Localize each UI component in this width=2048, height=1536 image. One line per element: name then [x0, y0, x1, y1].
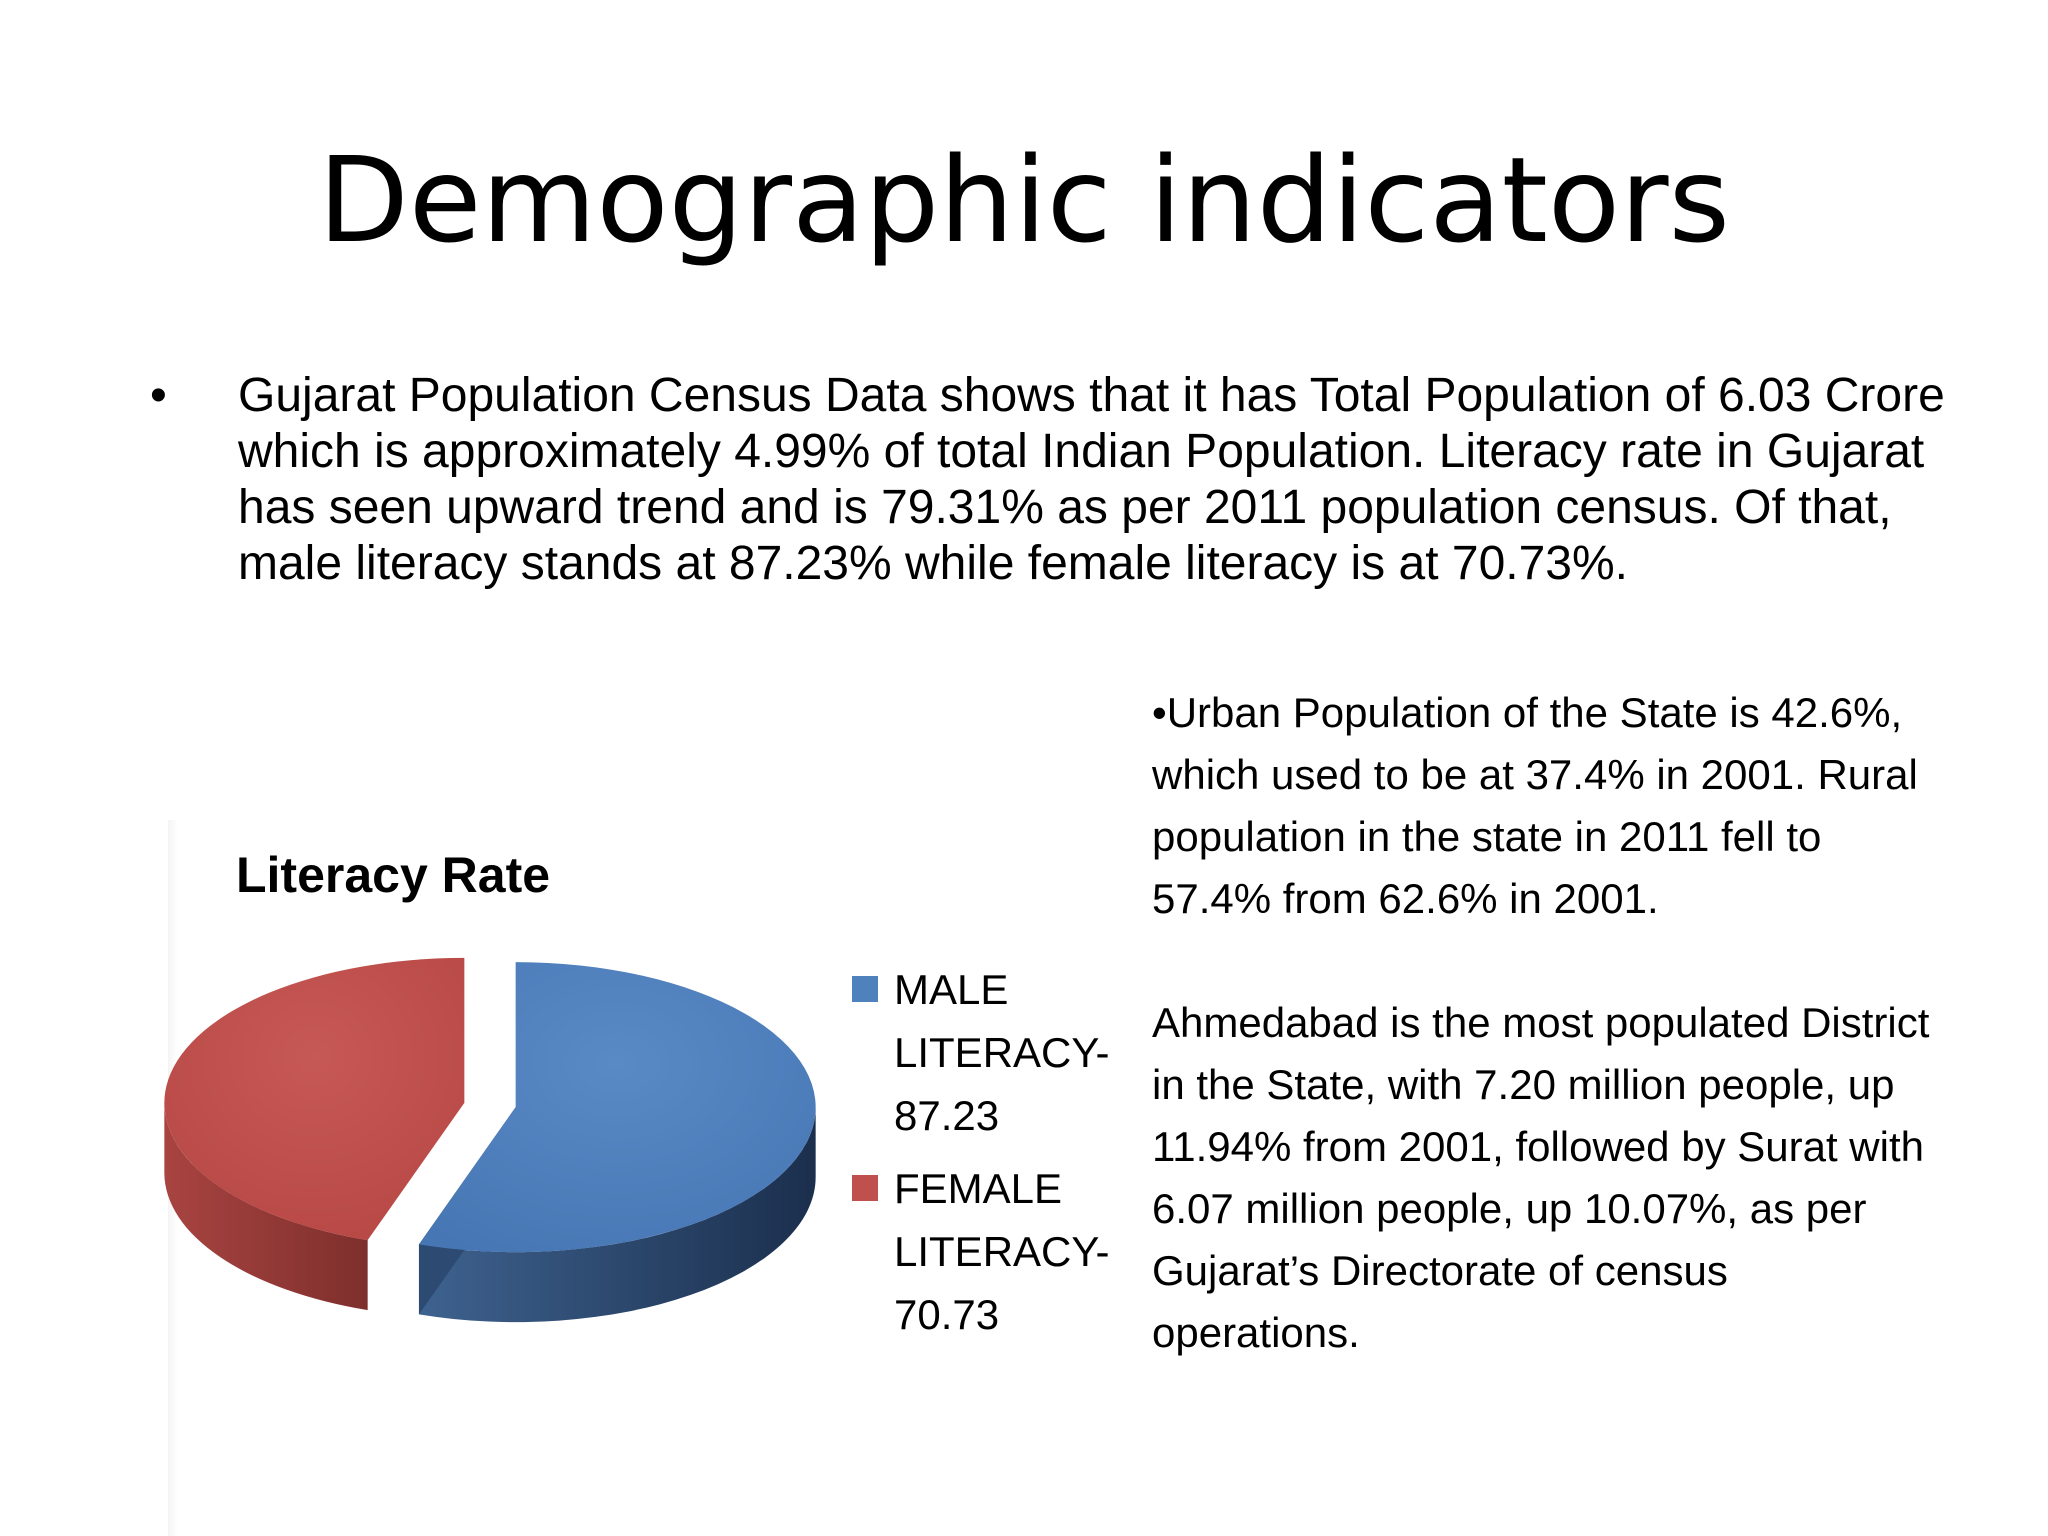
chart-legend: MALE LITERACY- 87.23 FEMALE LITERACY- 70…	[852, 958, 1112, 1356]
slide-title: Demographic indicators	[317, 131, 1731, 269]
legend-label-female: FEMALE LITERACY- 70.73	[894, 1165, 1110, 1338]
urban-population-paragraph: •Urban Population of the State is 42.6%,…	[1152, 689, 1918, 922]
legend-swatch-male	[852, 976, 878, 1002]
side-text-block: •Urban Population of the State is 42.6%,…	[1152, 682, 1942, 1364]
legend-swatch-female	[852, 1175, 878, 1201]
legend-label-male: MALE LITERACY- 87.23	[894, 966, 1110, 1139]
pie-slice-side-female	[164, 1102, 368, 1311]
bullet-symbol: •	[150, 369, 167, 422]
legend-item-male: MALE LITERACY- 87.23	[852, 958, 1112, 1147]
chart-title: Literacy Rate	[236, 847, 551, 903]
bullet-text: Gujarat Population Census Data shows tha…	[238, 369, 1945, 590]
pie-chart	[164, 957, 816, 1323]
pie-slice-side-male	[418, 1107, 816, 1323]
legend-item-female: FEMALE LITERACY- 70.73	[852, 1157, 1112, 1346]
pie-slice-female	[164, 957, 465, 1241]
pie-slice-male	[418, 962, 816, 1253]
district-population-paragraph: Ahmedabad is the most populated District…	[1152, 999, 1930, 1356]
